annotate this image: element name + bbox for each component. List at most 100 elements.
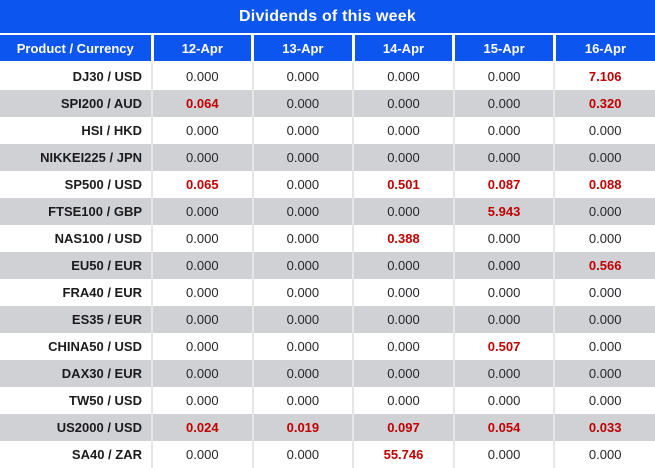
dividend-value-cell: 5.943: [452, 198, 555, 225]
product-cell: DJ30 / USD: [0, 62, 152, 90]
dividend-value-cell: 0.000: [553, 225, 655, 252]
column-header-date: 16-Apr: [552, 35, 655, 63]
dividend-value-cell: 0.000: [251, 360, 354, 387]
dividend-value-cell: 0.000: [151, 306, 253, 333]
dividend-value-cell: 0.000: [151, 279, 253, 306]
dividend-value-cell: 0.000: [452, 360, 555, 387]
dividend-value-cell: 0.000: [151, 333, 253, 360]
table-row: SA40 / ZAR 0.000 0.000 55.746 0.000 0.000: [0, 441, 655, 468]
table-row: NIKKEI225 / JPN 0.000 0.000 0.000 0.000 0.000: [0, 144, 655, 171]
dividend-value-cell: 0.000: [452, 90, 555, 117]
table-row: SPI200 / AUD 0.064 0.000 0.000 0.000 0.320: [0, 90, 655, 117]
dividend-value-cell: 0.507: [452, 333, 555, 360]
dividend-value-cell: 0.087: [452, 171, 555, 198]
product-cell: US2000 / USD: [0, 414, 152, 441]
dividend-value-cell: 0.065: [151, 171, 253, 198]
dividend-value-cell: 0.000: [553, 306, 655, 333]
table-row: SP500 / USD 0.065 0.000 0.501 0.087 0.088: [0, 171, 655, 198]
dividend-value-cell: 0.000: [151, 225, 253, 252]
product-cell: EU50 / EUR: [0, 252, 152, 279]
dividend-value-cell: 0.000: [251, 306, 354, 333]
dividend-value-cell: 0.000: [352, 252, 454, 279]
dividend-value-cell: 0.000: [452, 225, 555, 252]
table-row: CHINA50 / USD 0.000 0.000 0.000 0.507 0.000: [0, 333, 655, 360]
dividend-value-cell: 0.033: [553, 414, 655, 441]
table-row: NAS100 / USD 0.000 0.000 0.388 0.000 0.000: [0, 225, 655, 252]
dividend-value-cell: 0.000: [352, 279, 454, 306]
dividend-value-cell: 0.000: [352, 387, 454, 414]
dividend-value-cell: 0.000: [352, 306, 454, 333]
dividend-value-cell: 0.000: [553, 144, 655, 171]
table-row: ES35 / EUR 0.000 0.000 0.000 0.000 0.000: [0, 306, 655, 333]
dividend-value-cell: 0.000: [251, 144, 354, 171]
dividend-value-cell: 0.000: [553, 441, 655, 468]
product-cell: SP500 / USD: [0, 171, 152, 198]
dividend-value-cell: 0.024: [151, 414, 253, 441]
table-row: HSI / HKD 0.000 0.000 0.000 0.000 0.000: [0, 117, 655, 144]
dividend-value-cell: 0.000: [251, 252, 354, 279]
dividends-table: Product / Currency 12-Apr 13-Apr 14-Apr 15-A…: [0, 35, 655, 468]
dividend-value-cell: 0.088: [553, 171, 655, 198]
product-cell: FTSE100 / GBP: [0, 198, 152, 225]
dividend-value-cell: 0.000: [452, 252, 555, 279]
dividend-value-cell: 0.000: [452, 441, 555, 468]
dividend-value-cell: 0.000: [553, 387, 655, 414]
dividend-value-cell: 0.000: [352, 90, 454, 117]
table-row: TW50 / USD 0.000 0.000 0.000 0.000 0.000: [0, 387, 655, 414]
dividend-value-cell: 0.000: [352, 144, 454, 171]
dividend-value-cell: 0.000: [151, 198, 253, 225]
dividend-value-cell: 0.019: [251, 414, 354, 441]
header-row: Product / Currency 12-Apr 13-Apr 14-Apr 15-A…: [0, 35, 655, 63]
dividend-value-cell: 0.320: [553, 90, 655, 117]
dividend-value-cell: 0.000: [452, 62, 555, 90]
product-cell: FRA40 / EUR: [0, 279, 152, 306]
dividend-value-cell: 0.000: [251, 117, 354, 144]
dividend-value-cell: 0.000: [553, 198, 655, 225]
dividend-value-cell: 0.501: [352, 171, 454, 198]
table-body: DJ30 / USD 0.000 0.000 0.000 0.000 7.106 SPI20…: [0, 62, 655, 468]
dividend-value-cell: 0.000: [251, 90, 354, 117]
column-header-date: 15-Apr: [452, 35, 555, 63]
dividend-value-cell: 0.064: [151, 90, 253, 117]
dividend-value-cell: 0.000: [352, 198, 454, 225]
product-cell: NAS100 / USD: [0, 225, 152, 252]
dividend-value-cell: 0.054: [452, 414, 555, 441]
dividend-value-cell: 0.000: [251, 387, 354, 414]
product-cell: HSI / HKD: [0, 117, 152, 144]
dividend-value-cell: 0.000: [151, 117, 253, 144]
widget-title: Dividends of this week: [0, 0, 655, 33]
dividend-value-cell: 0.000: [251, 171, 354, 198]
table-row: EU50 / EUR 0.000 0.000 0.000 0.000 0.566: [0, 252, 655, 279]
dividend-value-cell: 0.000: [452, 117, 555, 144]
product-cell: ES35 / EUR: [0, 306, 152, 333]
dividend-value-cell: 0.000: [352, 333, 454, 360]
dividend-value-cell: 0.000: [151, 252, 253, 279]
dividend-value-cell: 0.000: [452, 387, 555, 414]
dividend-value-cell: 0.000: [352, 360, 454, 387]
dividend-value-cell: 0.000: [452, 144, 555, 171]
product-cell: TW50 / USD: [0, 387, 152, 414]
dividend-value-cell: 0.000: [251, 62, 354, 90]
table-row: DAX30 / EUR 0.000 0.000 0.000 0.000 0.000: [0, 360, 655, 387]
dividend-value-cell: 7.106: [553, 62, 655, 90]
product-cell: DAX30 / EUR: [0, 360, 152, 387]
table-row: US2000 / USD 0.024 0.019 0.097 0.054 0.033: [0, 414, 655, 441]
dividend-value-cell: 0.000: [251, 441, 354, 468]
table-row: FRA40 / EUR 0.000 0.000 0.000 0.000 0.000: [0, 279, 655, 306]
dividend-value-cell: 0.000: [352, 62, 454, 90]
dividend-value-cell: 0.000: [553, 279, 655, 306]
product-cell: NIKKEI225 / JPN: [0, 144, 152, 171]
dividend-value-cell: 0.000: [553, 360, 655, 387]
dividend-value-cell: 0.566: [553, 252, 655, 279]
dividend-value-cell: 0.000: [151, 360, 253, 387]
dividend-value-cell: 0.000: [151, 62, 253, 90]
dividend-value-cell: 0.000: [151, 441, 253, 468]
dividend-value-cell: 0.000: [452, 279, 555, 306]
dividend-value-cell: 0.388: [352, 225, 454, 252]
column-header-date: 12-Apr: [150, 35, 253, 63]
product-cell: SA40 / ZAR: [0, 441, 152, 468]
dividend-value-cell: 0.000: [553, 117, 655, 144]
table-row: FTSE100 / GBP 0.000 0.000 0.000 5.943 0.000: [0, 198, 655, 225]
column-header-date: 14-Apr: [351, 35, 454, 63]
